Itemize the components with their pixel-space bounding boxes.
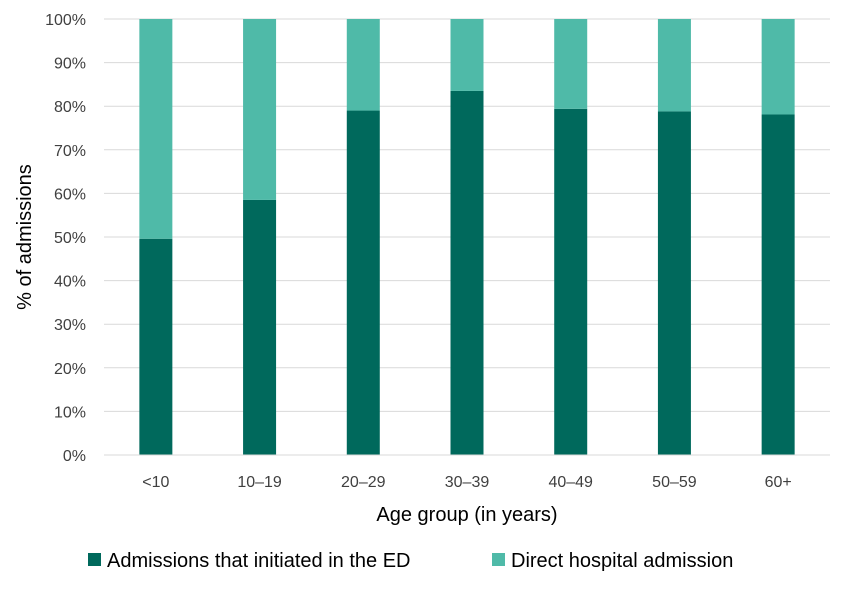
y-tick-label: 90% <box>54 56 86 73</box>
x-axis-title: Age group (in years) <box>376 504 557 526</box>
bar-segment-series-1 <box>346 110 380 455</box>
bar-segment-series-2 <box>139 19 173 239</box>
bar-segment-series-1 <box>139 238 173 455</box>
y-tick-label: 60% <box>54 186 86 203</box>
bar-segment-series-2 <box>243 19 277 200</box>
y-tick-label: 0% <box>63 448 86 465</box>
legend-label: Direct hospital admission <box>511 550 733 572</box>
y-tick-label: 50% <box>54 230 86 247</box>
y-tick-label: 10% <box>54 404 86 421</box>
x-tick-label: 60+ <box>765 474 792 491</box>
y-tick-label: 40% <box>54 274 86 291</box>
x-tick-label: 20–29 <box>341 474 386 491</box>
y-axis-tick-labels: 0% 10% 20% 30% 40% 50% 60% 70% 80% 90% 100% <box>45 12 86 465</box>
legend-label: Admissions that initiated in the ED <box>107 550 411 572</box>
legend-swatch <box>492 553 505 566</box>
bar-segment-series-1 <box>657 111 691 455</box>
x-tick-label: 50–59 <box>652 474 697 491</box>
y-tick-label: 20% <box>54 361 86 378</box>
x-tick-label: <10 <box>142 474 169 491</box>
bar-segment-series-2 <box>346 19 380 111</box>
bar-segment-series-2 <box>450 19 484 91</box>
bar-segment-series-2 <box>761 19 795 115</box>
y-tick-label: 80% <box>54 99 86 116</box>
bar-segment-series-2 <box>657 19 691 112</box>
legend-swatch <box>88 553 101 566</box>
x-tick-label: 30–39 <box>445 474 490 491</box>
bar-segment-series-1 <box>450 90 484 455</box>
y-tick-label: 30% <box>54 317 86 334</box>
bar-segment-series-1 <box>243 199 277 455</box>
x-tick-label: 10–19 <box>237 474 282 491</box>
legend: Admissions that initiated in the ED Direc… <box>88 550 733 572</box>
y-axis-title: % of admissions <box>14 164 36 310</box>
bar-segment-series-1 <box>761 114 795 455</box>
bar-segment-series-1 <box>554 108 588 455</box>
x-axis-tick-labels: <10 10–19 20–29 30–39 40–49 50–59 60+ <box>142 474 791 491</box>
x-tick-label: 40–49 <box>548 474 593 491</box>
y-tick-label: 100% <box>45 12 86 29</box>
y-tick-label: 70% <box>54 143 86 160</box>
bars <box>139 19 795 455</box>
bar-segment-series-2 <box>554 19 588 109</box>
